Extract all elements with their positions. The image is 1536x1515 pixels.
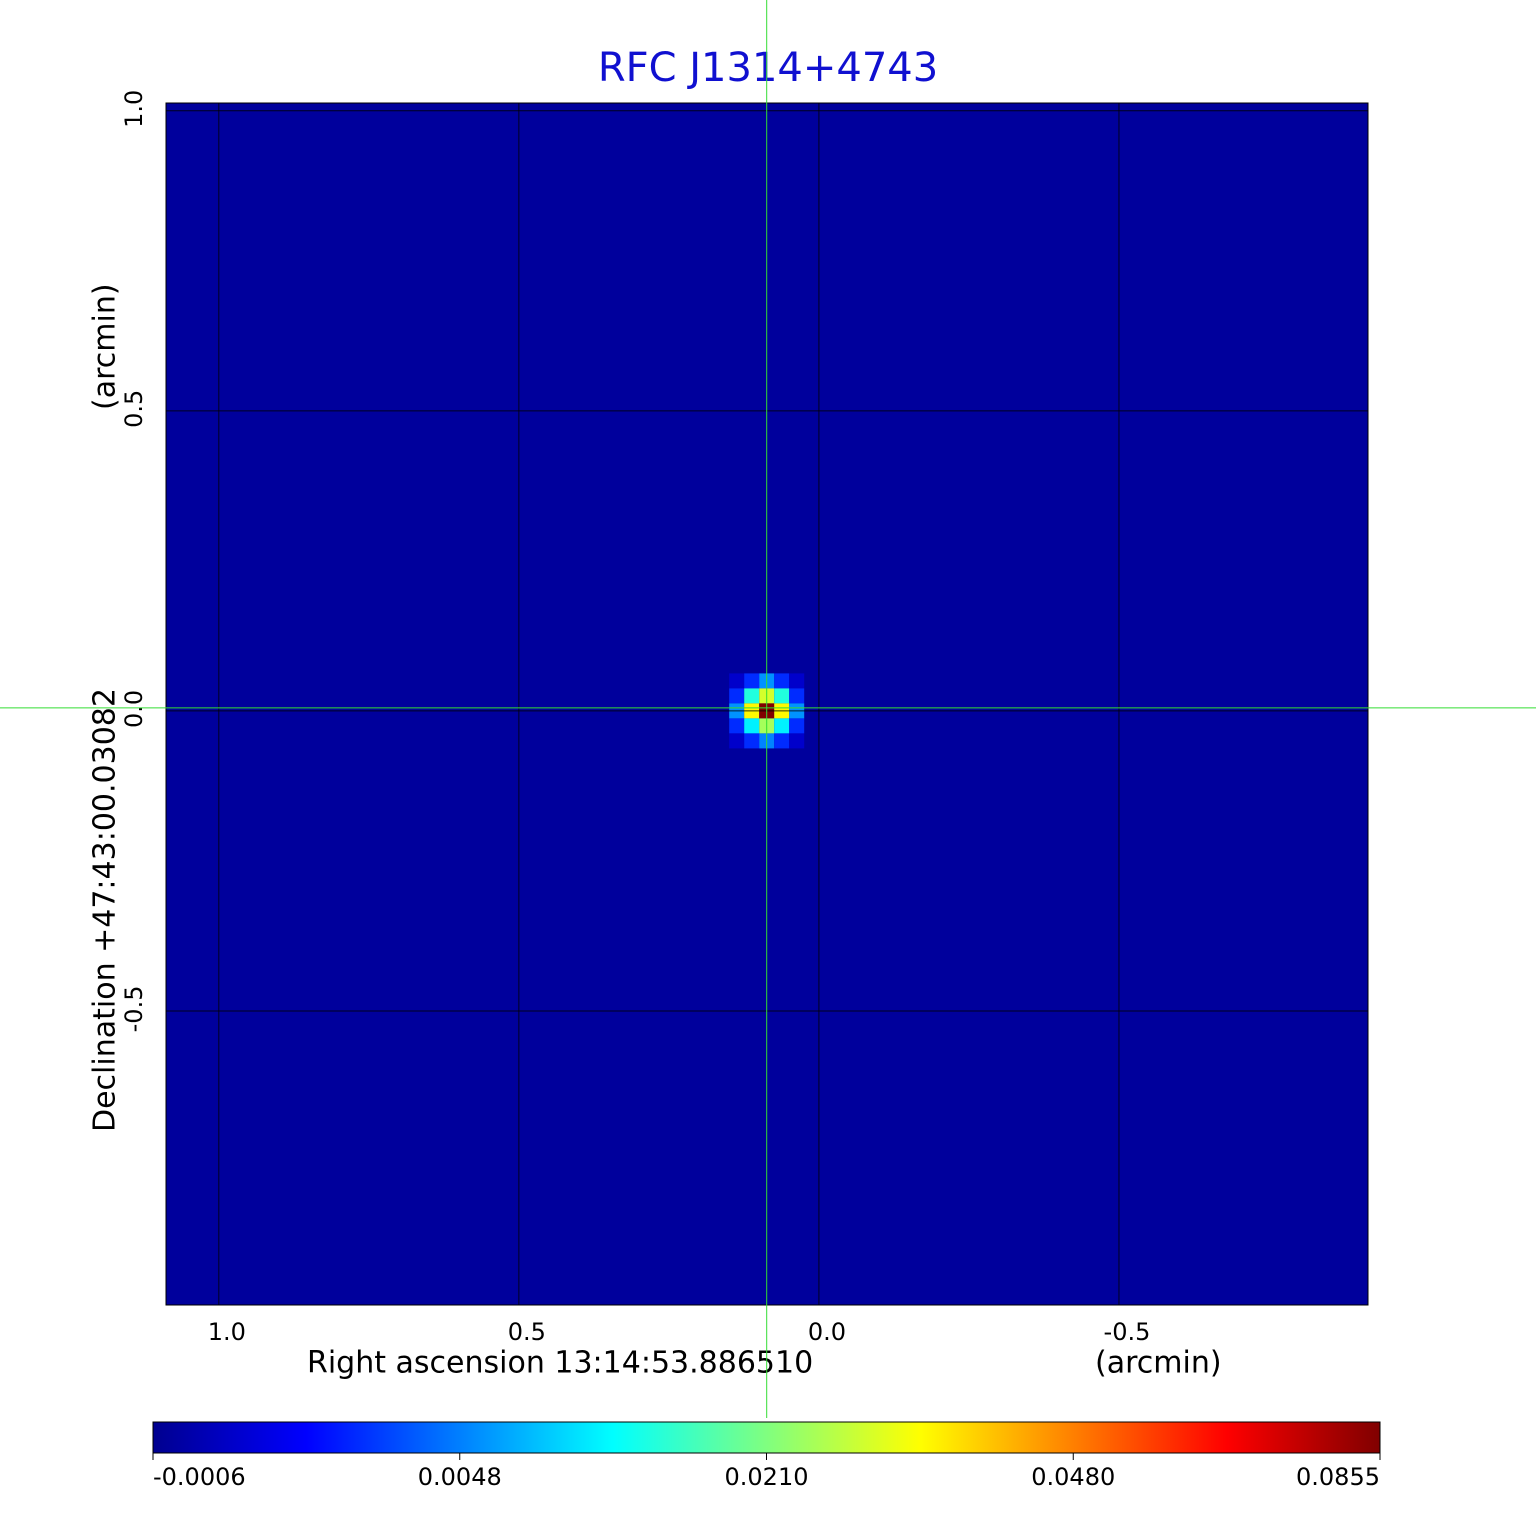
colorbar-tick-label: 0.0855 [1296,1463,1380,1491]
y-axis-unit: (arcmin) [88,283,123,410]
pixel [789,673,805,689]
pixel [774,688,790,704]
pixel [789,733,805,749]
x-tick-label: 0.5 [508,1318,546,1346]
x-tick-label: 1.0 [208,1318,246,1346]
pixel [729,688,745,704]
pixel [789,688,805,704]
y-tick-label: -0.5 [120,986,148,1033]
colorbar [152,1421,1381,1454]
y-tick-label: 0.5 [120,390,148,428]
pixel [744,718,760,734]
x-tick-label: -0.5 [1104,1318,1151,1346]
x-tick-label: 0.0 [808,1318,846,1346]
pixel [744,688,760,704]
colorbar-tick-label: 0.0480 [1031,1463,1115,1491]
colorbar-tick-label: 0.0048 [418,1463,502,1491]
pixel [789,718,805,734]
pixel [729,673,745,689]
chart-title: RFC J1314+4743 [598,45,938,91]
pixel [729,718,745,734]
x-axis-label: Right ascension 13:14:53.886510 [307,1346,813,1381]
pixel [774,673,790,689]
pixel [744,673,760,689]
x-axis-unit: (arcmin) [1095,1346,1222,1381]
y-tick-label: 0.0 [120,690,148,728]
colorbar-tick-label: 0.0210 [725,1463,809,1491]
pixel [729,733,745,749]
y-tick-label: 1.0 [120,90,148,128]
pixel [744,733,760,749]
pixel [774,733,790,749]
pixel [774,718,790,734]
y-axis-label: Declination +47:43:00.03082 [88,688,123,1132]
colorbar-tick-label: -0.0006 [153,1463,246,1491]
